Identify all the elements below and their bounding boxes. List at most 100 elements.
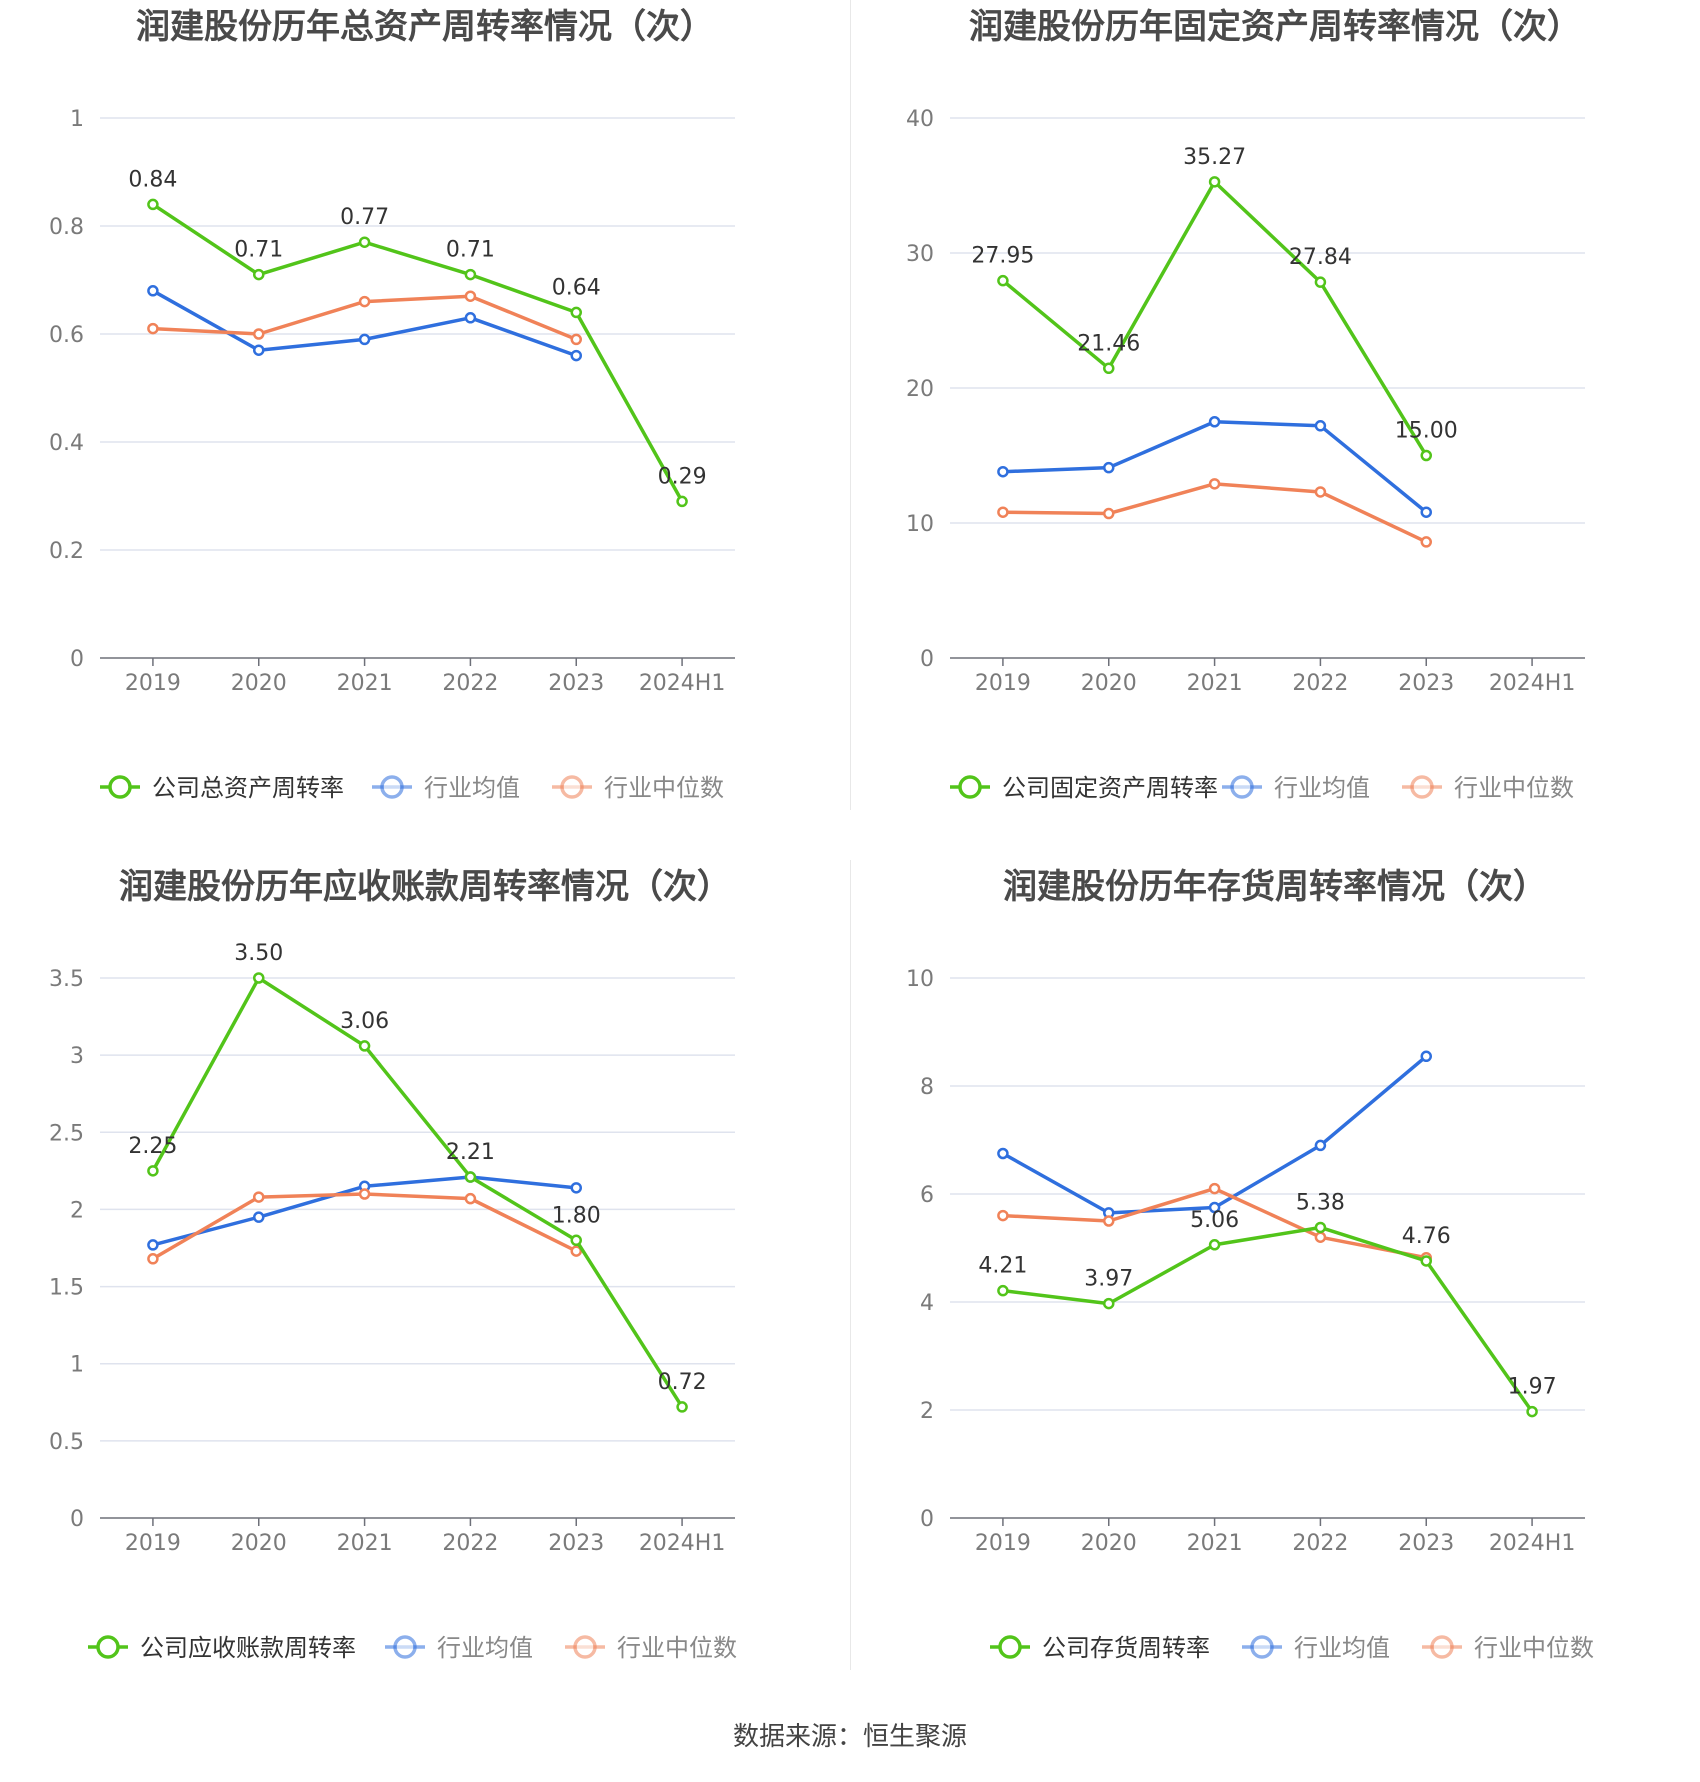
x-tick-label: 2022 (442, 1531, 498, 1556)
x-tick-label: 2022 (1292, 1531, 1348, 1556)
legend-circle-icon (573, 1635, 597, 1659)
x-tick-label: 2021 (1187, 671, 1243, 696)
legend-item-median[interactable]: 行业中位数 (552, 774, 724, 802)
data-point-company (1314, 276, 1327, 288)
series-line-avg (1002, 420, 1428, 514)
x-tick-label: 2019 (975, 1531, 1031, 1556)
chart-receivables-turnover: 润建股份历年应收账款周转率情况（次） 0 0.5 1 1.5 2 2.5 3 3.5 2019 20… (0, 860, 850, 1720)
data-point-avg (253, 344, 265, 356)
legend-item-median[interactable]: 行业中位数 (565, 1634, 737, 1662)
data-point-avg (358, 333, 371, 346)
data-point-company (1420, 449, 1432, 462)
data-point-median (147, 1253, 159, 1265)
legend-label: 行业均值 (437, 1634, 533, 1662)
legend-circle-icon (998, 1635, 1022, 1659)
legend-circle-icon (1410, 775, 1434, 799)
data-point-company (464, 268, 477, 281)
legend-label: 行业均值 (424, 774, 520, 802)
y-tick-label: 0.6 (49, 323, 84, 348)
legend-label: 公司应收账款周转率 (140, 1634, 356, 1662)
x-tick-label: 2024H1 (1489, 1531, 1576, 1556)
data-point-median (1208, 1182, 1221, 1195)
legend-label: 行业均值 (1294, 1634, 1390, 1662)
chart-title: 润建股份历年总资产周转率情况（次） (136, 7, 714, 47)
legend-item-company[interactable]: 公司固定资产周转率 (950, 774, 1218, 802)
data-point-avg (570, 1182, 582, 1194)
series-line-company (151, 202, 684, 503)
data-point-median (1103, 507, 1115, 520)
x-tick-label: 2021 (337, 1531, 393, 1556)
data-point-company (1208, 176, 1221, 188)
series-line-company (1002, 1225, 1534, 1413)
x-tick-label: 2023 (548, 1531, 604, 1556)
data-label: 4.76 (1402, 1224, 1451, 1249)
data-point-avg (1314, 420, 1327, 432)
data-point-avg (1208, 1201, 1221, 1214)
data-label: 0.71 (234, 238, 283, 263)
divider-top (850, 0, 851, 810)
data-label: 0.29 (658, 464, 707, 489)
y-tick-label: 2.5 (49, 1121, 84, 1146)
data-label: 0.72 (658, 1370, 707, 1395)
legend-item-company[interactable]: 公司总资产周转率 (100, 774, 344, 802)
x-tick-label: 2024H1 (639, 1531, 726, 1556)
data-point-median (358, 1188, 371, 1200)
x-tick-label: 2020 (231, 1531, 287, 1556)
data-label: 15.00 (1395, 419, 1458, 444)
data-point-company (997, 274, 1009, 287)
legend-item-median[interactable]: 行业中位数 (1422, 1634, 1594, 1662)
x-tick-label: 2020 (1081, 1531, 1137, 1556)
legend-circle-icon (1250, 1635, 1274, 1659)
data-label: 5.06 (1190, 1208, 1239, 1233)
series-line-company (1001, 180, 1428, 457)
data-point-median (253, 1191, 265, 1203)
data-point-avg (1103, 461, 1115, 474)
data-point-avg (1314, 1139, 1327, 1152)
data-point-company (570, 306, 582, 319)
legend-item-avg[interactable]: 行业均值 (1222, 774, 1370, 802)
data-label: 4.21 (978, 1254, 1027, 1279)
legend-item-avg[interactable]: 行业均值 (385, 1634, 533, 1662)
y-tick-label: 30 (906, 242, 934, 267)
data-point-company (1103, 1297, 1115, 1310)
legend-item-avg[interactable]: 行业均值 (372, 774, 520, 802)
data-point-company (358, 236, 371, 248)
data-point-company (147, 1165, 159, 1177)
y-tick-label: 0.4 (49, 431, 84, 456)
legend-label: 行业中位数 (604, 774, 724, 802)
data-label: 27.84 (1289, 245, 1352, 270)
data-point-avg (997, 1147, 1009, 1160)
data-point-median (570, 1245, 582, 1257)
y-tick-label: 6 (920, 1183, 934, 1208)
legend-item-company[interactable]: 公司存货周转率 (990, 1634, 1210, 1662)
legend-label: 公司总资产周转率 (152, 774, 344, 802)
x-tick-label: 2022 (1292, 671, 1348, 696)
data-label: 5.38 (1296, 1190, 1345, 1215)
x-tick-label: 2023 (1398, 671, 1454, 696)
y-tick-label: 1 (70, 1353, 84, 1378)
data-label: 0.71 (446, 238, 495, 263)
y-tick-label: 0.2 (49, 539, 84, 564)
legend-circle-icon (380, 775, 404, 799)
legend-circle-icon (560, 775, 584, 799)
data-point-company (997, 1284, 1009, 1297)
x-tick-label: 2024H1 (1489, 671, 1576, 696)
legend-item-avg[interactable]: 行业均值 (1242, 1634, 1390, 1662)
legend-item-company[interactable]: 公司应收账款周转率 (88, 1634, 356, 1662)
data-label: 2.21 (446, 1140, 495, 1165)
legend-item-median[interactable]: 行业中位数 (1402, 774, 1574, 802)
y-tick-label: 0 (70, 647, 84, 672)
data-point-company (147, 198, 159, 211)
x-tick-label: 2021 (337, 671, 393, 696)
series-line-company (151, 976, 684, 1408)
data-point-median (997, 1209, 1009, 1222)
y-tick-label: 0 (920, 647, 934, 672)
x-tick-label: 2019 (975, 671, 1031, 696)
data-point-median (253, 328, 265, 340)
series-line-median (1002, 482, 1427, 544)
y-tick-label: 0.8 (49, 215, 84, 240)
legend-label: 行业均值 (1274, 774, 1370, 802)
data-point-avg (1420, 506, 1432, 518)
legend-label: 行业中位数 (1474, 1634, 1594, 1662)
legend-label: 公司固定资产周转率 (1002, 774, 1218, 802)
